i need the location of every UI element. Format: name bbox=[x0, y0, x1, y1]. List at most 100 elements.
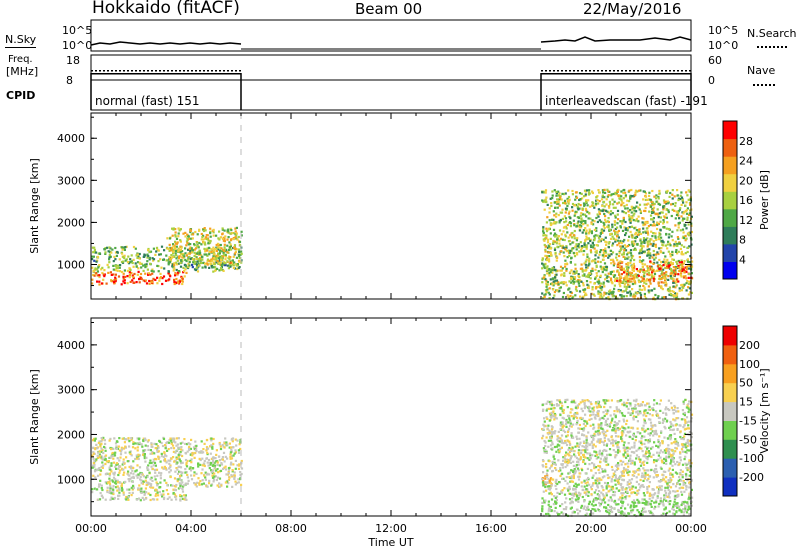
data-cell bbox=[566, 464, 569, 467]
data-cell bbox=[212, 478, 216, 481]
data-cell bbox=[681, 267, 684, 270]
data-cell bbox=[112, 264, 115, 267]
data-cell bbox=[169, 259, 172, 262]
data-cell bbox=[616, 209, 620, 212]
data-cell bbox=[612, 270, 615, 273]
data-cell bbox=[547, 512, 550, 515]
data-cell bbox=[652, 220, 655, 223]
data-cell bbox=[118, 266, 121, 269]
data-cell bbox=[625, 263, 628, 266]
data-cell bbox=[674, 269, 677, 272]
data-cell bbox=[191, 451, 194, 455]
data-cell bbox=[620, 463, 623, 466]
data-cell bbox=[627, 283, 630, 286]
data-cell bbox=[193, 251, 196, 254]
data-cell bbox=[576, 460, 579, 463]
data-cell bbox=[179, 494, 182, 497]
data-cell bbox=[169, 465, 172, 469]
data-cell bbox=[101, 449, 104, 452]
data-cell bbox=[214, 266, 217, 269]
data-cell bbox=[595, 457, 598, 460]
data-cell bbox=[185, 498, 188, 501]
data-cell bbox=[220, 255, 223, 258]
data-cell bbox=[234, 267, 237, 270]
data-cell bbox=[112, 273, 115, 276]
data-cell bbox=[592, 500, 595, 503]
data-cell bbox=[202, 482, 205, 485]
data-cell bbox=[607, 224, 610, 227]
data-cell bbox=[614, 442, 618, 445]
data-cell bbox=[577, 478, 581, 481]
data-cell bbox=[584, 194, 587, 197]
data-cell bbox=[688, 494, 691, 498]
data-cell bbox=[611, 295, 614, 298]
data-cell bbox=[92, 270, 95, 273]
data-cell bbox=[604, 218, 607, 221]
data-cell bbox=[620, 470, 623, 473]
data-cell bbox=[613, 200, 616, 203]
data-cell bbox=[629, 208, 632, 212]
data-cell bbox=[682, 286, 685, 289]
data-cell bbox=[624, 275, 627, 278]
data-cell bbox=[549, 251, 552, 254]
data-cell bbox=[639, 280, 642, 283]
data-cell bbox=[688, 202, 692, 205]
data-cell bbox=[138, 466, 142, 469]
data-cell bbox=[690, 215, 693, 218]
data-cell bbox=[190, 233, 193, 236]
data-cell bbox=[162, 275, 166, 278]
data-cell bbox=[554, 268, 557, 271]
data-cell bbox=[136, 476, 139, 479]
data-cell bbox=[639, 211, 642, 214]
data-cell bbox=[619, 220, 622, 223]
data-cell bbox=[658, 502, 661, 506]
data-cell bbox=[556, 269, 559, 272]
data-cell bbox=[113, 496, 116, 500]
data-cell bbox=[613, 473, 616, 476]
data-cell bbox=[545, 475, 548, 478]
data-cell bbox=[112, 454, 115, 457]
data-cell bbox=[593, 282, 596, 285]
data-cell bbox=[620, 190, 623, 193]
data-cell bbox=[592, 202, 595, 205]
data-cell bbox=[190, 478, 194, 481]
data-cell bbox=[596, 432, 599, 435]
data-cell bbox=[596, 497, 600, 500]
data-cell bbox=[152, 247, 155, 250]
data-cell bbox=[103, 439, 106, 442]
data-cell bbox=[652, 453, 655, 456]
data-cell bbox=[552, 462, 555, 466]
data-cell bbox=[575, 289, 578, 292]
data-cell bbox=[593, 238, 596, 242]
data-cell bbox=[548, 260, 551, 263]
data-cell bbox=[593, 220, 596, 223]
data-cell bbox=[660, 247, 663, 250]
data-cell bbox=[594, 414, 597, 417]
data-cell bbox=[211, 471, 214, 475]
data-cell bbox=[177, 232, 180, 235]
data-cell bbox=[160, 472, 163, 475]
data-cell bbox=[147, 468, 150, 471]
data-cell bbox=[670, 294, 673, 297]
data-cell bbox=[211, 476, 215, 479]
data-cell bbox=[188, 467, 191, 470]
data-cell bbox=[227, 230, 230, 233]
data-cell bbox=[105, 282, 108, 285]
data-cell bbox=[180, 474, 183, 477]
data-cell bbox=[177, 487, 180, 490]
data-cell bbox=[187, 265, 190, 268]
data-cell bbox=[573, 272, 576, 275]
data-cell bbox=[605, 203, 608, 206]
data-cell bbox=[189, 459, 192, 462]
data-cell bbox=[666, 258, 669, 261]
data-cell bbox=[600, 292, 603, 296]
data-cell bbox=[93, 259, 96, 262]
data-cell bbox=[668, 455, 671, 458]
data-cell bbox=[629, 294, 632, 297]
data-cell bbox=[632, 295, 635, 298]
data-cell bbox=[559, 244, 562, 247]
data-cell bbox=[114, 478, 117, 481]
data-cell bbox=[596, 260, 600, 263]
data-cell bbox=[219, 445, 222, 448]
data-cell bbox=[175, 237, 179, 240]
